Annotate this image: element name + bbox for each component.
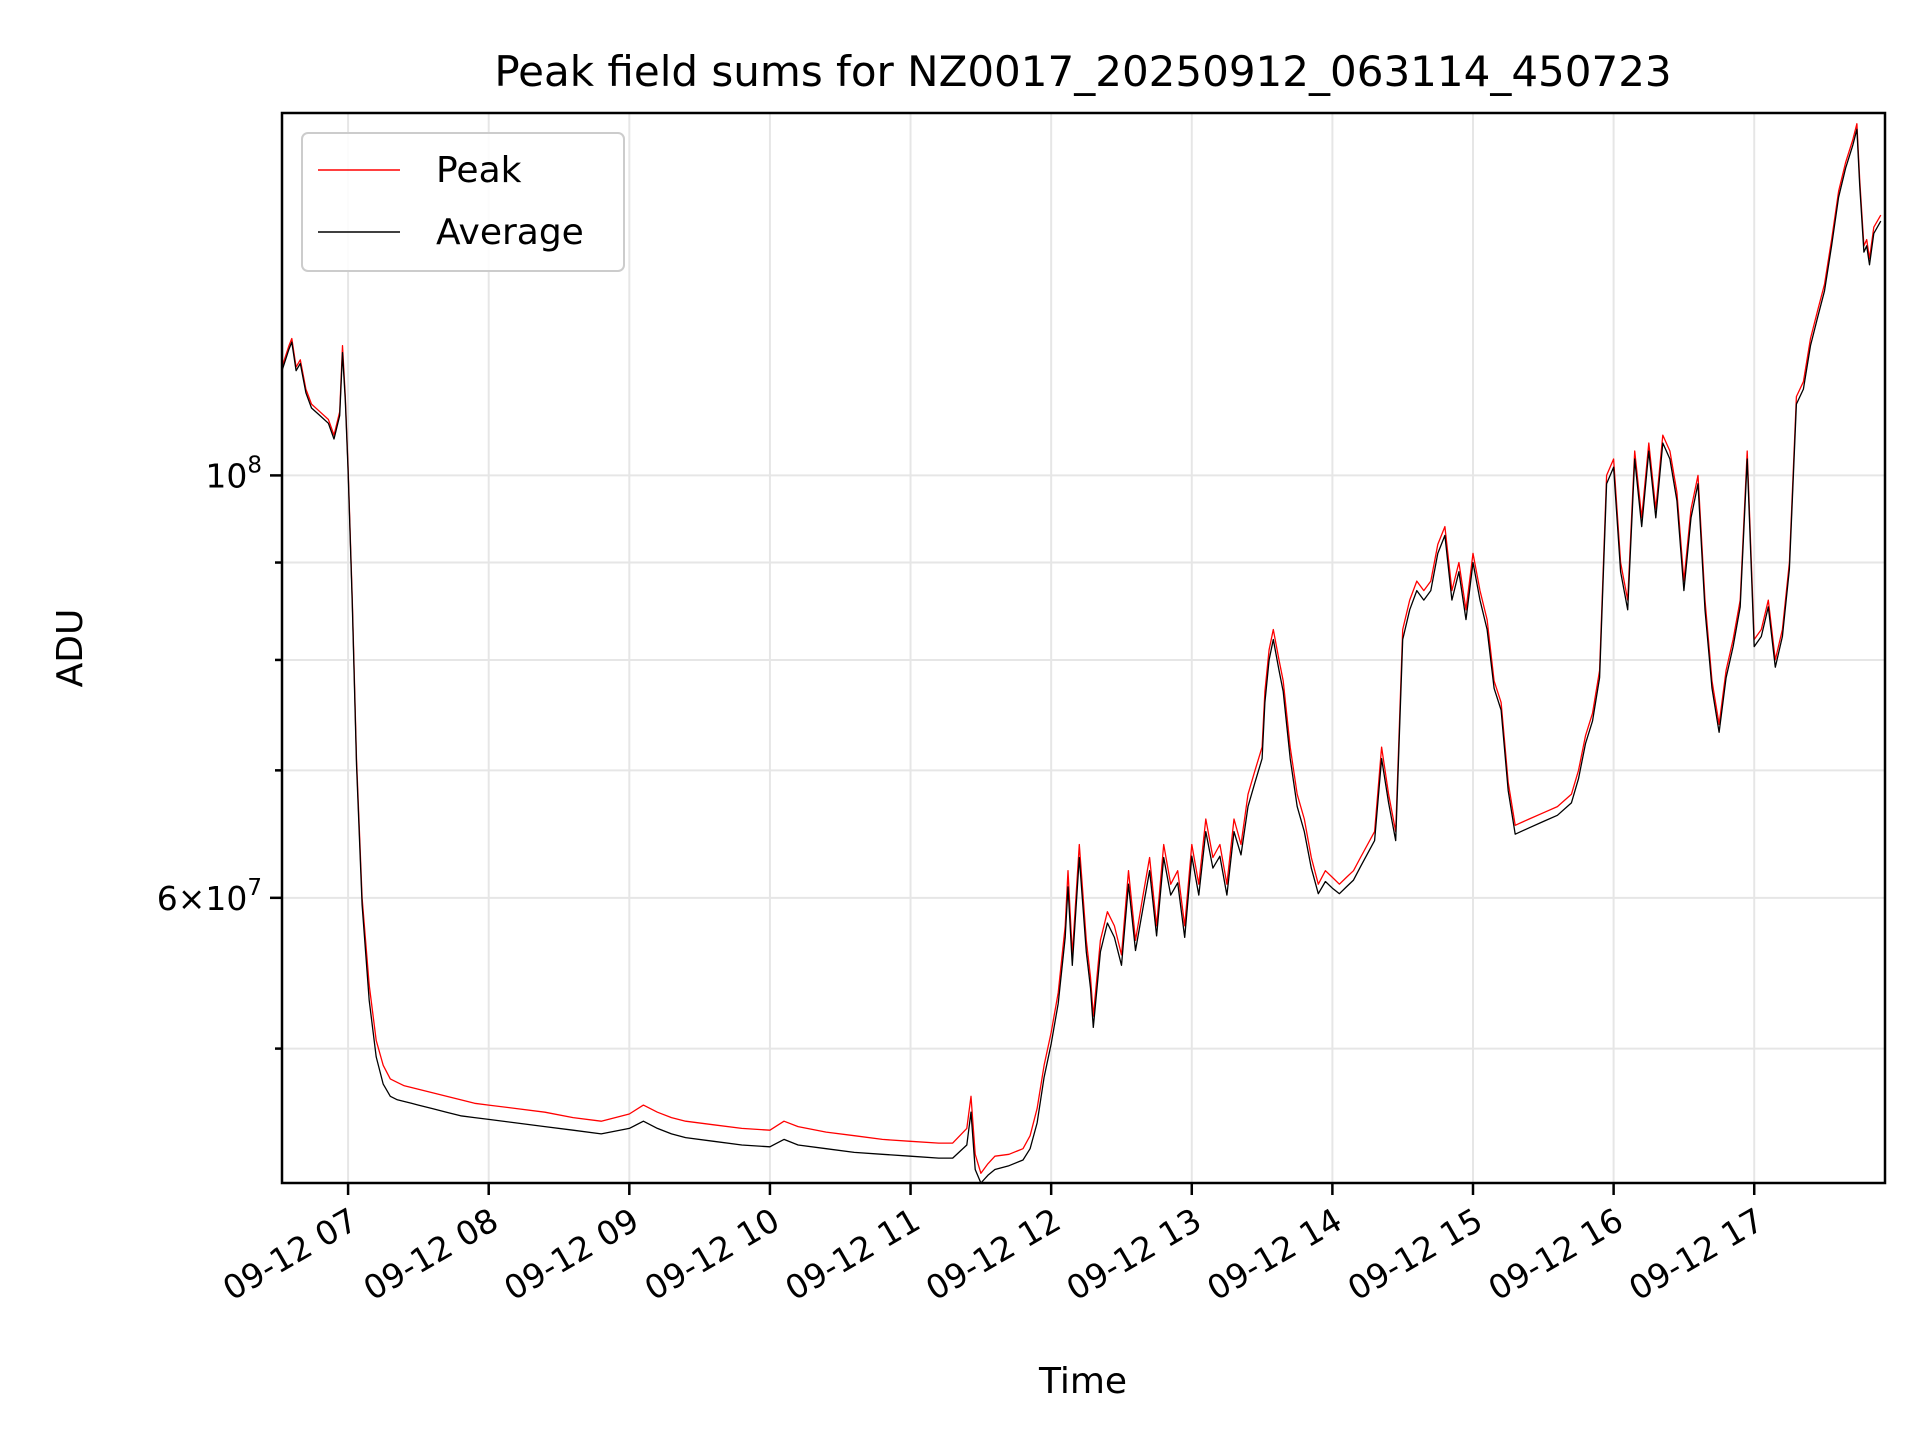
- x-axis-label: Time: [1038, 1361, 1127, 1402]
- y-tick-label: 6×107: [157, 875, 262, 918]
- x-gridlines: [347, 113, 1756, 1183]
- legend: Peak Average: [301, 132, 625, 272]
- y-axis-label: ADU: [50, 609, 91, 688]
- legend-box: [301, 132, 625, 272]
- plot-series: [281, 123, 1882, 1184]
- y-axis-ticks: 108 6×107: [157, 452, 282, 1050]
- series-line-peak: [281, 123, 1882, 1174]
- legend-label-peak: Peak: [436, 150, 522, 191]
- plot-frame: [280, 111, 1887, 1185]
- legend-label-average: Average: [436, 212, 584, 253]
- chart-title: Peak field sums for NZ0017_20250912_0631…: [494, 47, 1671, 96]
- series-line-average: [281, 128, 1882, 1184]
- y-tick-label: 108: [205, 452, 262, 495]
